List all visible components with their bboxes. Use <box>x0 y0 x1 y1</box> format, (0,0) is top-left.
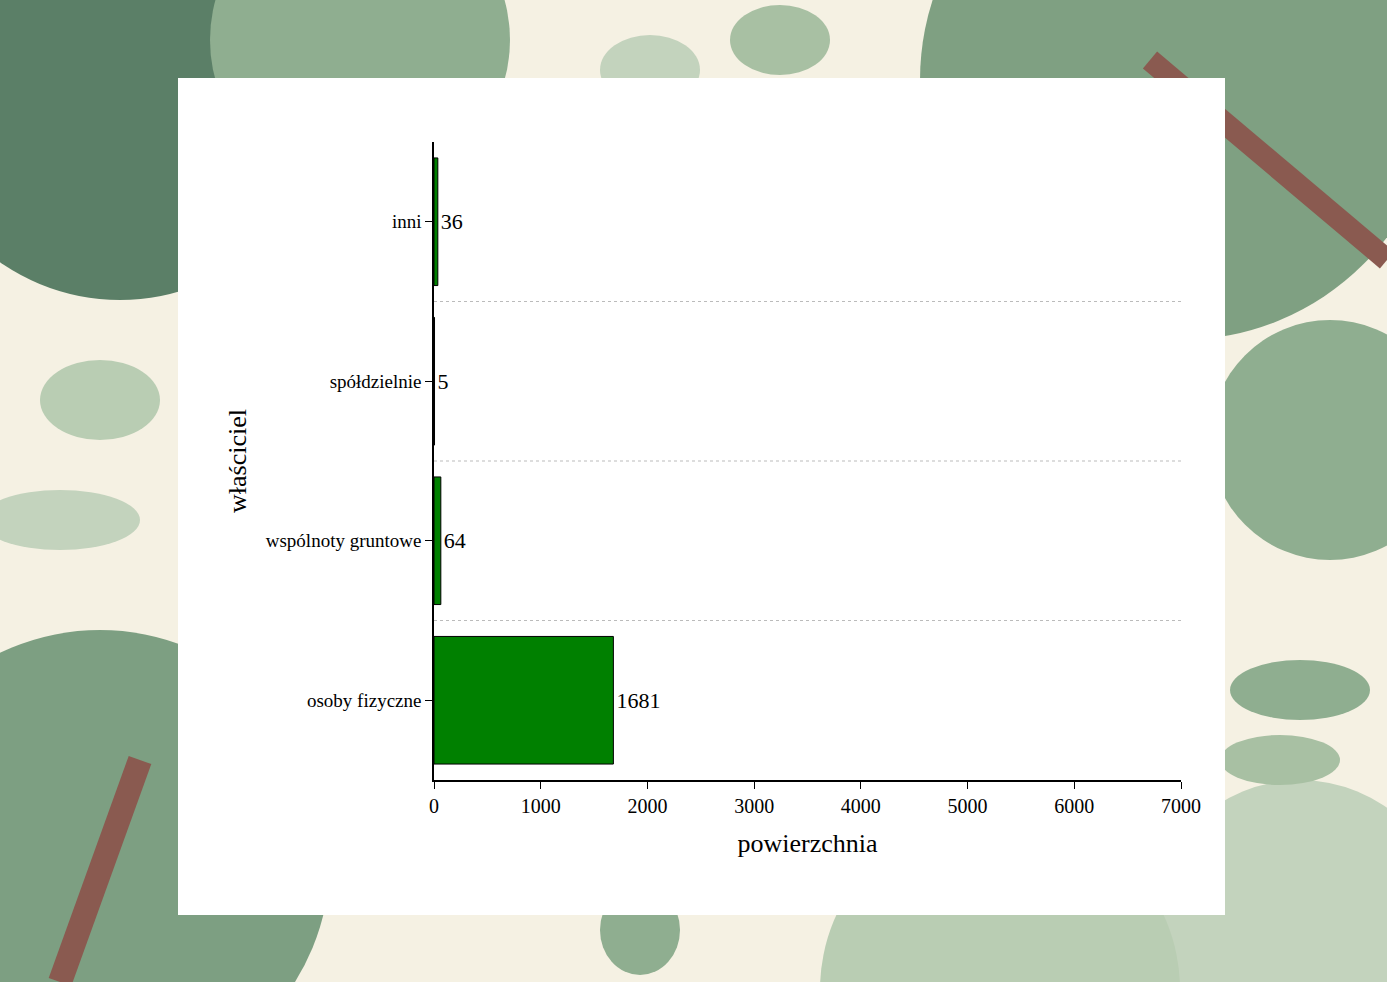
svg-text:powierzchnia: powierzchnia <box>737 829 878 858</box>
svg-text:36: 36 <box>441 209 463 234</box>
svg-text:właściciel: właściciel <box>223 409 252 513</box>
svg-text:5: 5 <box>438 369 449 394</box>
svg-text:inni: inni <box>392 211 422 232</box>
svg-text:4000: 4000 <box>841 795 881 817</box>
svg-text:1681: 1681 <box>616 688 660 713</box>
svg-text:5000: 5000 <box>948 795 988 817</box>
svg-text:0: 0 <box>429 795 439 817</box>
svg-text:7000: 7000 <box>1161 795 1201 817</box>
svg-text:6000: 6000 <box>1054 795 1094 817</box>
svg-text:64: 64 <box>444 528 466 553</box>
svg-text:osoby fizyczne: osoby fizyczne <box>307 690 421 711</box>
svg-text:wspólnoty gruntowe: wspólnoty gruntowe <box>266 530 422 551</box>
svg-text:1000: 1000 <box>521 795 561 817</box>
svg-text:2000: 2000 <box>627 795 667 817</box>
svg-text:spółdzielnie: spółdzielnie <box>330 371 422 392</box>
svg-text:3000: 3000 <box>734 795 774 817</box>
